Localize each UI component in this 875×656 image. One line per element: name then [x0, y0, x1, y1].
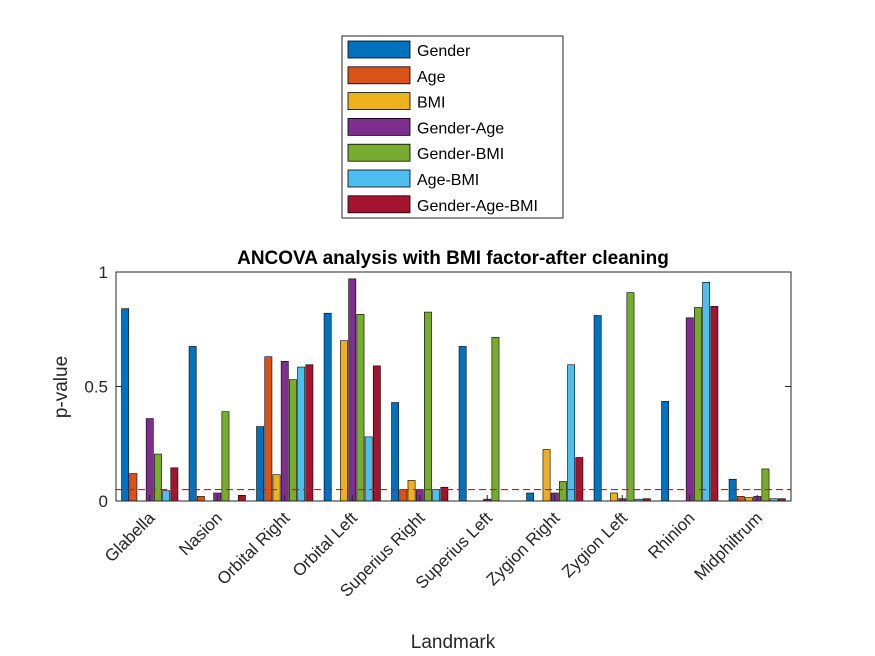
x-tick-label-nasion: Nasion — [175, 508, 226, 559]
bar-orbital-left-age-bmi — [364, 436, 373, 502]
bar-superius-right-age — [399, 489, 408, 502]
bar-orbital-left-gender — [323, 312, 332, 502]
bar-glabella-gender-age — [145, 418, 154, 502]
y-tick-label: 0.5 — [84, 378, 108, 397]
bar-glabella-gender-age-bmi — [170, 467, 179, 502]
bar-zygion-right-gender-bmi — [559, 481, 567, 502]
legend-swatch-gender-age — [347, 118, 411, 136]
legend-label-gender: Gender — [417, 43, 471, 60]
legend-swatch-bmi — [347, 92, 411, 110]
chart-title: ANCOVA analysis with BMI factor-after cl… — [237, 248, 669, 269]
legend-label-gender-bmi: Gender-BMI — [417, 146, 504, 163]
bar-nasion-gender-bmi — [221, 411, 230, 502]
bar-rhinion-gender-age — [685, 317, 694, 502]
y-axis: 00.51 — [84, 263, 791, 511]
bar-zygion-right-bmi — [542, 449, 551, 502]
bar-zygion-right-age-bmi — [567, 364, 576, 502]
y-tick-label: 1 — [99, 263, 108, 282]
bar-orbital-right-age-bmi — [297, 366, 306, 502]
legend: Gender Age BMI Gender-Age Gender-BMI Age-BMI G… — [341, 35, 564, 219]
bar-orbital-left-gender-age — [348, 278, 357, 502]
bar-glabella-age-bmi — [162, 490, 171, 502]
bar-glabella-age — [129, 473, 138, 502]
legend-label-gender-age-bmi: Gender-Age-BMI — [417, 198, 538, 215]
legend-label-age-bmi: Age-BMI — [417, 172, 479, 189]
bar-nasion-gender-age-bmi — [237, 494, 246, 502]
x-tick-label-orbital-left: Orbital Left — [289, 508, 361, 580]
bar-orbital-right-bmi — [272, 474, 281, 502]
x-axis-label: Landmark — [411, 632, 496, 653]
bar-nasion-age — [196, 496, 205, 502]
bar-superius-right-gender — [391, 402, 400, 502]
legend-label-bmi: BMI — [417, 95, 445, 112]
bar-orbital-left-gender-age-bmi — [372, 365, 381, 502]
bar-glabella-gender-bmi — [154, 453, 162, 502]
bar-zygion-left-gender-bmi — [626, 292, 635, 502]
y-axis-label: p-value — [51, 356, 72, 418]
bar-rhinion-age-bmi — [702, 282, 711, 502]
bar-rhinion-gender-age-bmi — [710, 306, 719, 502]
bar-zygion-left-bmi — [610, 492, 618, 502]
legend-swatch-gender-age-bmi — [347, 195, 411, 214]
bar-zygion-left-gender — [593, 315, 602, 502]
bar-midphiltrum-bmi — [745, 497, 753, 502]
x-tick-label-rhinion: Rhinion — [644, 508, 698, 562]
bar-superius-right-gender-bmi — [424, 311, 432, 502]
bar-orbital-right-gender-age — [280, 361, 289, 502]
legend-label-age: Age — [417, 69, 446, 86]
legend-label-gender-age: Gender-Age — [417, 120, 504, 137]
bar-superius-right-bmi — [407, 480, 416, 502]
bar-orbital-right-age — [264, 356, 273, 502]
bar-glabella-gender — [121, 308, 130, 502]
bar-orbital-left-bmi — [340, 340, 348, 502]
legend-swatch-gender-bmi — [347, 143, 411, 162]
bar-superius-left-gender-bmi — [491, 336, 500, 502]
x-tick-label-orbital-right: Orbital Right — [213, 508, 293, 588]
bar-nasion-gender — [188, 346, 197, 502]
bar-orbital-left-gender-bmi — [356, 314, 365, 502]
bar-rhinion-gender-bmi — [694, 307, 702, 502]
bars-group — [121, 278, 786, 502]
y-tick-label: 0 — [99, 492, 108, 511]
x-tick-label-zygion-left: Zygion Left — [558, 508, 631, 581]
x-tick-label-midphiltrum: Midphiltrum — [691, 508, 767, 584]
bar-midphiltrum-age — [736, 496, 745, 502]
bar-rhinion-gender — [661, 401, 670, 502]
legend-swatch-age — [347, 66, 411, 85]
bar-superius-left-gender — [458, 346, 467, 502]
x-tick-label-zygion-right: Zygion Right — [483, 508, 564, 589]
bar-orbital-right-gender-age-bmi — [305, 364, 314, 502]
bar-midphiltrum-gender-bmi — [761, 468, 770, 502]
bar-superius-right-age-bmi — [432, 489, 441, 502]
legend-swatch-gender — [347, 40, 411, 59]
bar-zygion-right-gender-age-bmi — [575, 457, 584, 502]
bar-orbital-right-gender-bmi — [289, 379, 297, 502]
x-tick-label-glabella: Glabella — [101, 508, 159, 566]
legend-swatch-age-bmi — [347, 169, 411, 188]
bar-zygion-right-gender — [526, 492, 535, 502]
